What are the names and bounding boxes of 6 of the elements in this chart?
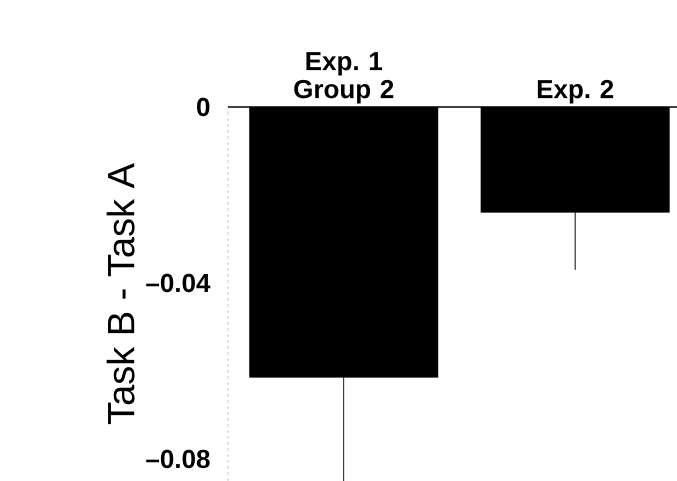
x-tick-label: Exp. 2 [538,80,614,104]
x-tick-label: Exp. 1 Group 2 [294,52,394,104]
y-tick-label: –0.04 [146,274,210,292]
y-axis-title: Task B - Task A [106,163,135,424]
y-tick-label: –0.08 [146,450,210,468]
y-tick-label: 0 [197,98,210,116]
